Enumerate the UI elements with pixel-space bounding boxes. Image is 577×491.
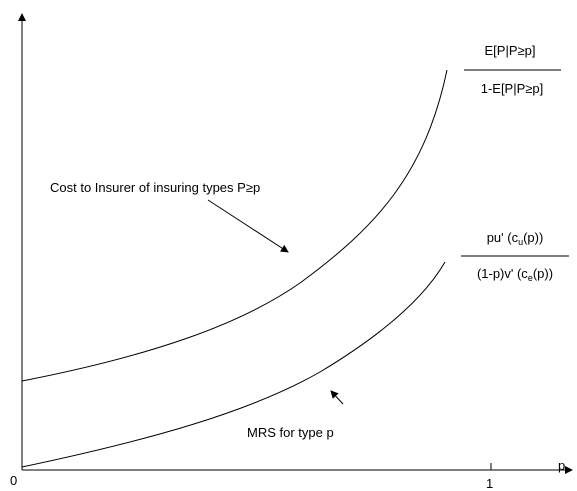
annotation-arrow [330,390,344,405]
mrs-denominator: (1-p)v' (ce(p)) [477,266,553,283]
mrs-annotation: MRS for type p [247,425,334,440]
annotation-arrow [207,199,289,253]
cost-annotation: Cost to Insurer of insuring types P≥p [50,180,260,195]
cost-denominator: 1-E[P|P≥p] [481,81,544,96]
text: (p)) [533,266,553,281]
text: (1-p)v' (c [477,266,528,281]
mrs-curve [21,261,446,468]
origin-label: 0 [10,473,17,488]
subscript: e [528,273,533,283]
cost-numerator: E[P|P≥p] [485,43,536,58]
subscript: u [518,237,523,247]
mrs-numerator: pu' (cu(p)) [487,230,544,247]
text: (p)) [523,230,543,245]
cost-curve [21,69,448,382]
text: pu' (c [487,230,519,245]
x-axis-label: p [558,458,565,473]
x-tick-label: 1 [486,476,493,491]
